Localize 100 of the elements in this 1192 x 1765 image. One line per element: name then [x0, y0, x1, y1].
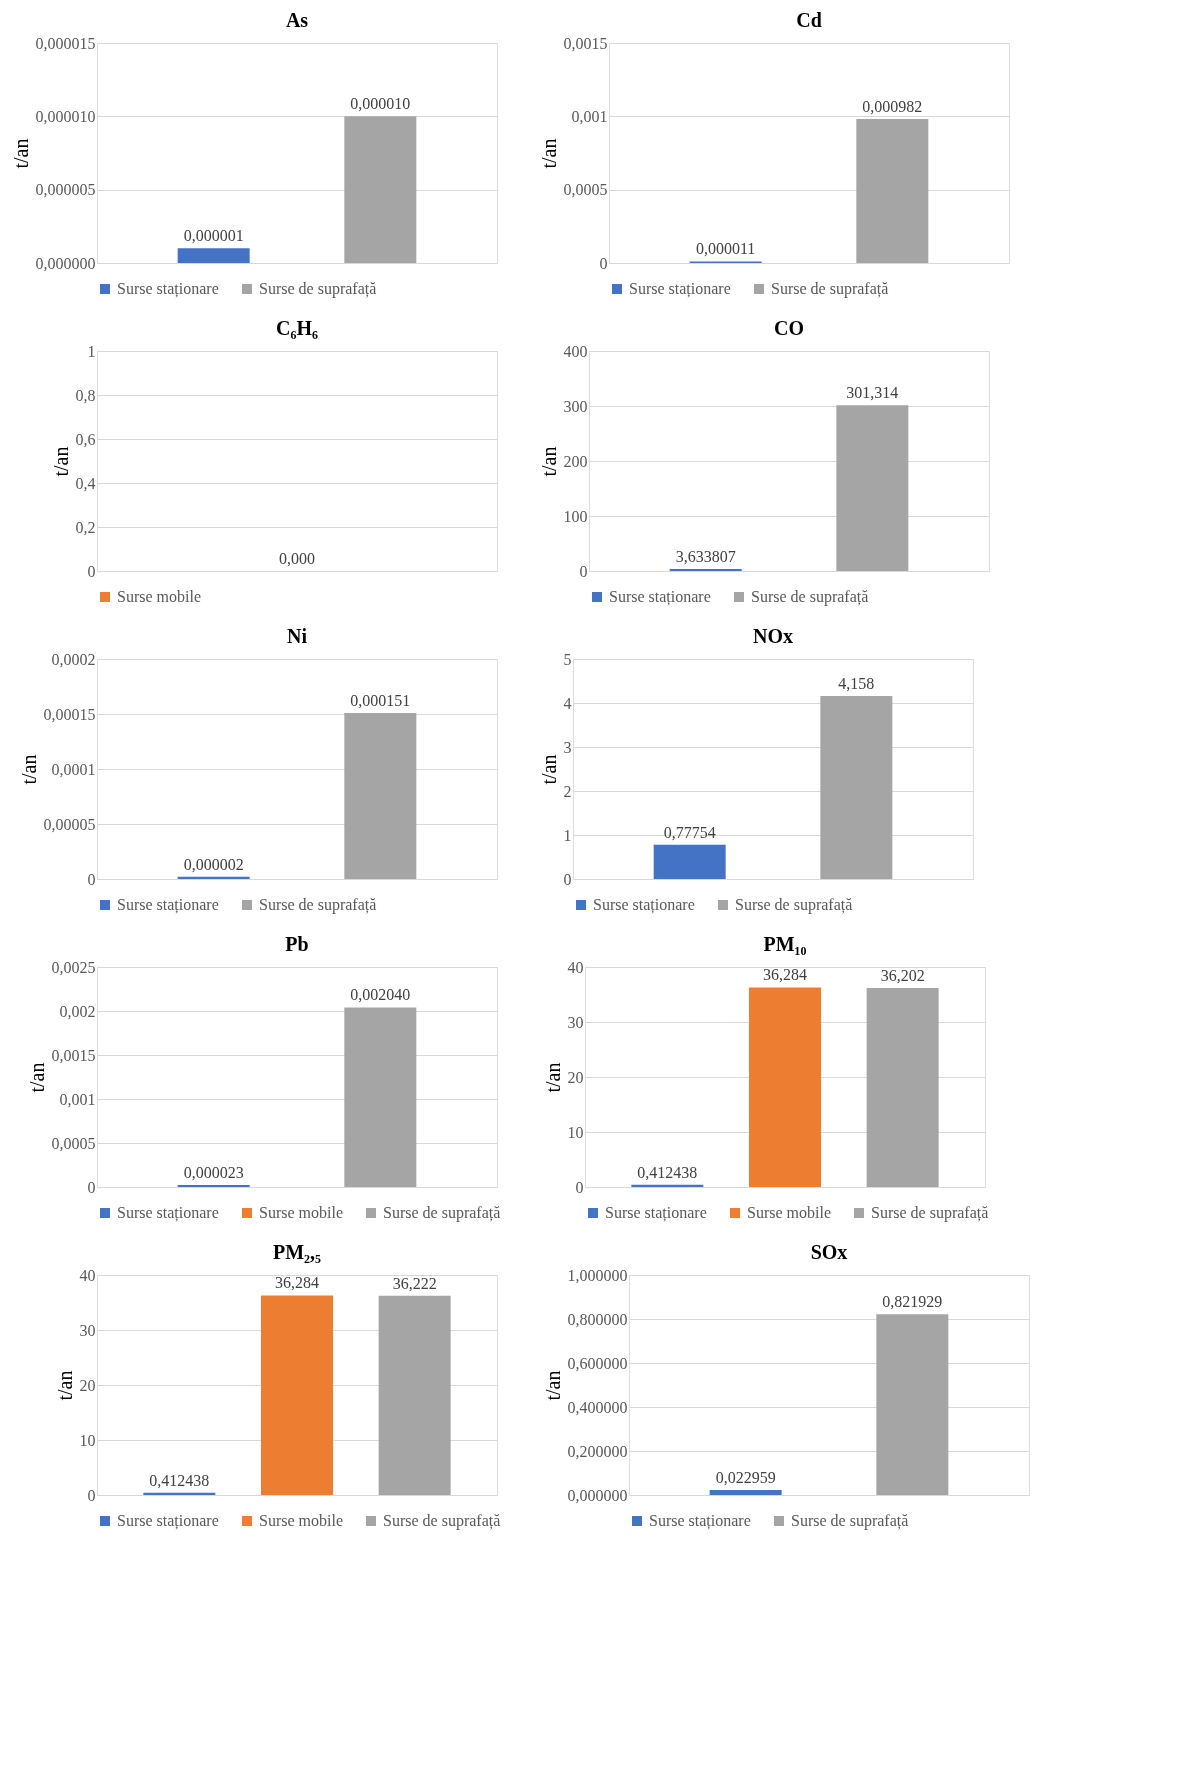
- chart-title: CO: [774, 317, 804, 339]
- y-tick-label: 0,0001: [51, 760, 96, 778]
- y-axis-title: t/an: [9, 138, 32, 169]
- legend-label: Surse staționare: [117, 1204, 219, 1222]
- y-tick-label: 0,8: [75, 386, 96, 404]
- y-tick-label: 400: [563, 342, 588, 360]
- data-label: 0,821929: [882, 1293, 943, 1311]
- y-tick-label: 40: [79, 1266, 96, 1284]
- y-tick-label: 30: [79, 1321, 96, 1339]
- y-tick-label: 0,00015: [43, 705, 96, 723]
- data-label: 0,000010: [350, 95, 411, 113]
- legend-label: Surse de suprafață: [791, 1512, 909, 1530]
- y-tick-label: 3: [563, 738, 572, 756]
- y-tick-label: 200: [563, 452, 588, 470]
- data-label: 0,000001: [183, 227, 244, 245]
- data-label: 3,633807: [675, 548, 736, 565]
- y-tick-label: 0,0005: [51, 1134, 96, 1152]
- y-tick-label: 0,002: [59, 1002, 96, 1020]
- legend-label: Surse staționare: [593, 896, 695, 914]
- y-tick-label: 0,0002: [51, 650, 96, 668]
- data-label: 0,002040: [350, 986, 411, 1004]
- data-label: 36,222: [392, 1274, 437, 1292]
- legend-label: Surse de suprafață: [383, 1512, 501, 1530]
- data-label: 4,158: [838, 675, 875, 693]
- y-tick-label: 20: [79, 1376, 96, 1394]
- data-label: 0,000002: [183, 855, 244, 873]
- y-tick-label: 5: [563, 650, 572, 668]
- y-tick-label: 0,0015: [51, 1046, 96, 1064]
- chart-title: PM₂,₅: [272, 1241, 322, 1263]
- y-axis-title: t/an: [537, 446, 560, 477]
- chart-title: PM₁₀: [763, 933, 807, 955]
- chart-title: NOx: [753, 625, 793, 647]
- y-axis-title: t/an: [537, 138, 560, 169]
- y-tick-label: 0,000000: [35, 254, 96, 272]
- legend-label: Surse staționare: [609, 588, 711, 606]
- y-tick-label: 0,000005: [35, 181, 96, 199]
- chart-title: C₆H₆: [276, 317, 318, 339]
- y-tick-label: 0: [87, 1178, 96, 1196]
- chart-title: As: [285, 9, 309, 31]
- legend-label: Surse staționare: [629, 280, 731, 298]
- chart-title: Pb: [285, 933, 309, 955]
- y-tick-label: 0: [87, 1486, 96, 1504]
- y-tick-label: 0,200000: [567, 1442, 628, 1460]
- legend-label: Surse staționare: [649, 1512, 751, 1530]
- y-tick-label: 0,600000: [567, 1354, 628, 1372]
- y-tick-label: 0,400000: [567, 1398, 628, 1416]
- data-label: 0,000011: [695, 240, 756, 258]
- legend-label: Surse de suprafață: [735, 896, 853, 914]
- y-axis-title: t/an: [49, 446, 72, 477]
- y-tick-label: 0,4: [75, 474, 96, 492]
- legend-label: Surse mobile: [747, 1204, 831, 1221]
- y-tick-label: 0,001: [571, 107, 608, 125]
- y-tick-label: 4: [563, 694, 572, 712]
- legend-label: Surse mobile: [259, 1512, 343, 1529]
- y-tick-label: 40: [567, 958, 584, 976]
- y-tick-label: 0,000015: [35, 34, 96, 52]
- y-tick-label: 0,800000: [567, 1310, 628, 1328]
- legend-label: Surse de suprafață: [751, 588, 869, 606]
- data-label: 0,77754: [663, 823, 716, 841]
- data-label: 36,284: [275, 1274, 319, 1292]
- y-tick-label: 0,000010: [35, 107, 96, 125]
- y-tick-label: 30: [567, 1013, 584, 1031]
- y-tick-label: 0: [87, 562, 96, 580]
- y-tick-label: 0: [579, 562, 588, 580]
- data-label: 0,000151: [350, 691, 411, 709]
- legend-label: Surse de suprafață: [383, 1204, 501, 1222]
- y-tick-label: 2: [563, 782, 572, 800]
- legend-label: Surse de suprafață: [871, 1204, 989, 1222]
- data-label: 0,412438: [637, 1163, 698, 1181]
- data-label: 36,284: [763, 966, 807, 984]
- data-label: 301,314: [846, 384, 899, 402]
- y-tick-label: 1: [87, 342, 96, 360]
- y-tick-label: 1,000000: [567, 1266, 628, 1284]
- legend-label: Surse de suprafață: [259, 896, 377, 914]
- y-tick-label: 0,6: [75, 430, 96, 448]
- legend-label: Surse de suprafață: [259, 280, 377, 298]
- y-axis-title: t/an: [541, 1062, 564, 1093]
- y-axis-title: t/an: [541, 1370, 564, 1401]
- y-tick-label: 0,0025: [51, 958, 96, 976]
- y-tick-label: 0: [575, 1178, 584, 1196]
- legend-label: Surse de suprafață: [771, 280, 889, 298]
- legend-label: Surse mobile: [259, 1204, 343, 1221]
- y-tick-label: 0: [563, 870, 572, 888]
- y-axis-title: t/an: [25, 1062, 48, 1093]
- y-tick-label: 0: [599, 254, 608, 272]
- data-label: 0,000982: [862, 97, 923, 115]
- y-tick-label: 10: [79, 1431, 96, 1449]
- data-label: 0,022959: [715, 1468, 776, 1486]
- y-tick-label: 0,00005: [43, 815, 96, 833]
- y-tick-label: 100: [563, 507, 588, 525]
- chart-title: Cd: [796, 9, 822, 31]
- y-tick-label: 1: [563, 826, 572, 844]
- legend-label: Surse mobile: [117, 588, 201, 605]
- y-tick-label: 0,000000: [567, 1486, 628, 1504]
- y-tick-label: 300: [563, 397, 588, 415]
- chart-title: Ni: [287, 625, 308, 647]
- data-label: 36,202: [880, 966, 925, 984]
- y-tick-label: 10: [567, 1123, 584, 1141]
- y-axis-title: t/an: [53, 1370, 76, 1401]
- chart-title: SOx: [810, 1241, 848, 1263]
